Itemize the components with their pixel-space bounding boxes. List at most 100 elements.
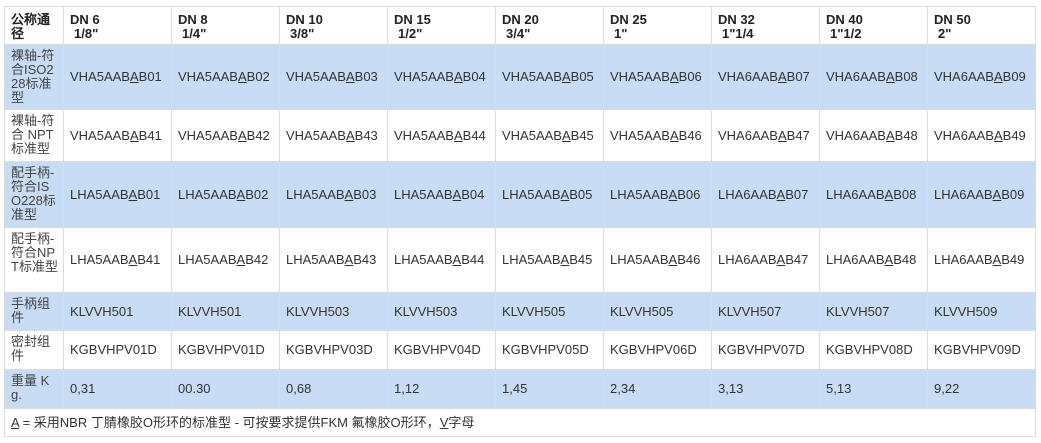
table-cell: VHA5AABAB41 <box>63 109 172 162</box>
variant-letter: A <box>561 69 571 84</box>
variant-letter: A <box>992 252 1002 267</box>
variant-letter: A <box>129 69 139 84</box>
table-cell: KGBVHPV04D <box>387 330 496 370</box>
variant-letter: A <box>993 69 1003 84</box>
variant-letter: A <box>129 127 139 143</box>
table-cell: KLVVH503 <box>279 292 388 331</box>
variant-letter: A <box>237 69 247 84</box>
table-cell: VHA5AABAB06 <box>603 44 712 110</box>
table-cell: VHA6AABAB07 <box>711 44 820 110</box>
column-inch: 1"1/4 <box>722 26 754 41</box>
table-cell: KGBVHPV08D <box>819 330 928 370</box>
table-row: 手柄组件 KLVVH501 KLVVH501 KLVVH503 KLVVH503 KLVV… <box>4 292 1036 331</box>
table-cell: VHA5AABAB43 <box>279 109 388 162</box>
table-cell: KLVVH505 <box>603 292 712 331</box>
table-cell: LHA5AABAB45 <box>495 227 604 293</box>
variant-letter: A <box>992 186 1002 202</box>
footnote-text: = 采用NBR 丁腈橡胶O形环的标准型 - 可按要求提供FKM 氟橡胶O形环， <box>18 414 440 430</box>
variant-letter: A <box>668 186 678 202</box>
table-cell: LHA6AABAB07 <box>711 161 820 228</box>
table-cell: VHA5AABAB04 <box>387 44 496 110</box>
table-cell: LHA6AABAB48 <box>819 227 928 293</box>
column-header: DN 40 1"1/2 <box>819 6 928 45</box>
column-header: DN 15 1/2" <box>387 6 496 45</box>
table-cell: 0,68 <box>279 369 388 409</box>
variant-letter: A <box>885 69 895 84</box>
variant-letter: A <box>236 186 246 202</box>
column-dn: DN 32 <box>718 12 755 27</box>
column-inch: 1" <box>614 26 628 41</box>
table-cell: KGBVHPV06D <box>603 330 712 370</box>
table-cell: LHA5AABAB04 <box>387 161 496 228</box>
column-dn: DN 25 <box>610 12 647 27</box>
variant-letter: A <box>669 127 679 143</box>
table-cell: LHA5AABAB46 <box>603 227 712 293</box>
variant-letter: A <box>560 186 570 202</box>
table-cell: LHA6AABAB49 <box>927 227 1036 293</box>
table-row: 重量 Kg. 0,31 00.30 0,68 1,12 1,45 2,34 3,13 5,13 9… <box>4 369 1036 409</box>
variant-letter: A <box>776 186 786 202</box>
column-header: DN 32 1"1/4 <box>711 6 820 45</box>
table-cell: VHA5AABAB02 <box>171 44 280 110</box>
table-row: 密封组件 KGBVHPV01D KGBVHPV01D KGBVHPV03D KGBVHP… <box>4 330 1036 370</box>
table-cell: KGBVHPV07D <box>711 330 820 370</box>
row-label: 重量 Kg. <box>4 369 64 409</box>
table-cell: KGBVHPV01D <box>63 330 172 370</box>
column-header: DN 8 1/4" <box>171 6 280 45</box>
column-header: DN 50 2" <box>927 6 1036 45</box>
variant-letter: A <box>560 252 570 267</box>
table-cell: VHA5AABAB46 <box>603 109 712 162</box>
table-cell: LHA6AABAB09 <box>927 161 1036 228</box>
variant-letter: A <box>452 186 462 202</box>
table-cell: VHA5AABAB05 <box>495 44 604 110</box>
footnote: A = 采用NBR 丁腈橡胶O形环的标准型 - 可按要求提供FKM 氟橡胶O形环… <box>4 408 1036 437</box>
table-cell: LHA5AABAB42 <box>171 227 280 293</box>
variant-letter: A <box>561 127 571 143</box>
variant-letter: A <box>344 252 354 267</box>
variant-letter: A <box>993 127 1003 143</box>
table-cell: VHA5AABAB45 <box>495 109 604 162</box>
table-cell: VHA5AABAB01 <box>63 44 172 110</box>
table-cell: KLVVH501 <box>171 292 280 331</box>
table-cell: LHA5AABAB06 <box>603 161 712 228</box>
table-cell: 1,45 <box>495 369 604 409</box>
variant-letter: A <box>237 127 247 143</box>
column-dn: DN 10 <box>286 12 323 27</box>
variant-letter: A <box>885 127 895 143</box>
table-cell: KGBVHPV03D <box>279 330 388 370</box>
variant-letter: A <box>128 252 138 267</box>
table-cell: VHA6AABAB08 <box>819 44 928 110</box>
table-cell: LHA6AABAB08 <box>819 161 928 228</box>
variant-letter: A <box>345 127 355 143</box>
table-cell: LHA5AABAB43 <box>279 227 388 293</box>
table-cell: 9,22 <box>927 369 1036 409</box>
row-label: 手柄组件 <box>4 292 64 331</box>
column-inch: 3/8" <box>290 26 315 41</box>
table-cell: LHA5AABAB41 <box>63 227 172 293</box>
table-cell: VHA6AABAB48 <box>819 109 928 162</box>
valve-part-number-table: 公称通径 DN 6 1/8" DN 8 1/4" DN 10 3/8" DN 15 1/2" D… <box>4 6 1036 437</box>
table-cell: 5,13 <box>819 369 928 409</box>
table-cell: LHA6AABAB47 <box>711 227 820 293</box>
footnote-v-letter: V <box>439 414 449 430</box>
table-cell: KGBVHPV09D <box>927 330 1036 370</box>
variant-letter: A <box>236 252 246 267</box>
footnote-suffix: 字母 <box>448 414 475 430</box>
table-cell: KLVVH509 <box>927 292 1036 331</box>
column-dn: DN 8 <box>178 12 208 27</box>
table-cell: LHA5AABAB02 <box>171 161 280 228</box>
row-label: 裸轴-符合 NPT标准型 <box>4 109 64 162</box>
table-cell: KLVVH503 <box>387 292 496 331</box>
table-cell: LHA5AABAB03 <box>279 161 388 228</box>
column-inch: 1/2" <box>398 26 423 41</box>
footnote-row: A = 采用NBR 丁腈橡胶O形环的标准型 - 可按要求提供FKM 氟橡胶O形环… <box>4 408 1036 437</box>
table-cell: LHA5AABAB05 <box>495 161 604 228</box>
table-cell: 1,12 <box>387 369 496 409</box>
table-row: 裸轴-符合ISO228标准型 VHA5AABAB01 VHA5AABAB02 VHA5… <box>4 44 1036 110</box>
variant-letter: A <box>344 186 354 202</box>
column-dn: DN 50 <box>934 12 971 27</box>
variant-letter: A <box>884 252 894 267</box>
table-cell: LHA5AABAB01 <box>63 161 172 228</box>
column-dn: DN 40 <box>826 12 863 27</box>
column-dn: DN 6 <box>70 12 100 27</box>
